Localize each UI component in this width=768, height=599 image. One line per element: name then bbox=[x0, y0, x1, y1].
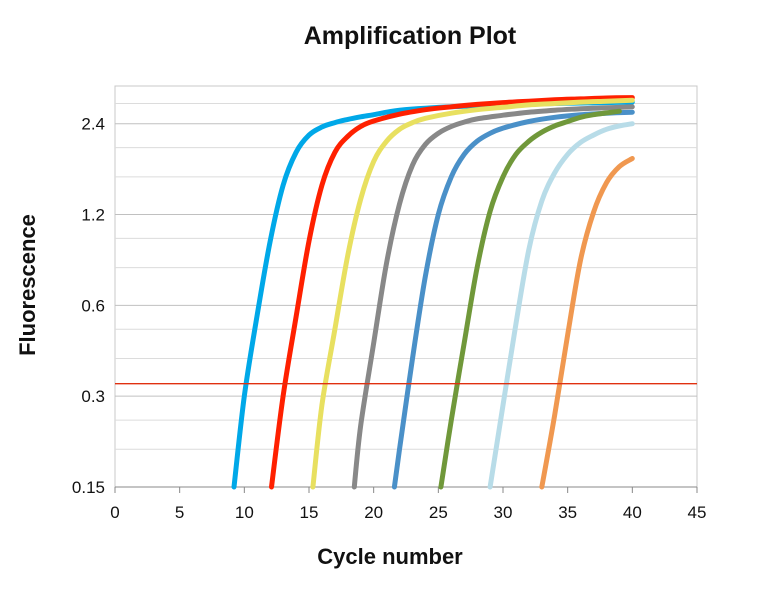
x-axis-label: Cycle number bbox=[317, 544, 463, 569]
x-tick-label: 45 bbox=[688, 503, 707, 522]
series-line-8 bbox=[539, 156, 635, 490]
series-line-6 bbox=[438, 108, 622, 490]
x-tick-label: 5 bbox=[175, 503, 184, 522]
series-line-7 bbox=[487, 121, 635, 490]
series-line-4 bbox=[351, 104, 635, 490]
y-tick-label: 1.2 bbox=[81, 206, 105, 225]
x-tick-label: 40 bbox=[623, 503, 642, 522]
x-tick-label: 20 bbox=[364, 503, 383, 522]
series-line-2 bbox=[269, 95, 635, 490]
y-axis-label: Fluorescence bbox=[15, 214, 40, 356]
y-tick-label: 0.15 bbox=[72, 478, 105, 497]
x-tick-label: 15 bbox=[300, 503, 319, 522]
x-tick-label: 35 bbox=[558, 503, 577, 522]
x-tick-label: 0 bbox=[110, 503, 119, 522]
x-tick-label: 10 bbox=[235, 503, 254, 522]
plot-frame bbox=[114, 85, 698, 488]
y-tick-label: 0.6 bbox=[81, 296, 105, 315]
x-tick-label: 25 bbox=[429, 503, 448, 522]
chart-title: Amplification Plot bbox=[303, 22, 517, 50]
y-tick-label: 2.4 bbox=[81, 115, 105, 134]
series-line-3 bbox=[310, 97, 635, 490]
series-line-5 bbox=[391, 109, 635, 490]
y-tick-label: 0.3 bbox=[81, 387, 105, 406]
x-tick-label: 30 bbox=[494, 503, 513, 522]
